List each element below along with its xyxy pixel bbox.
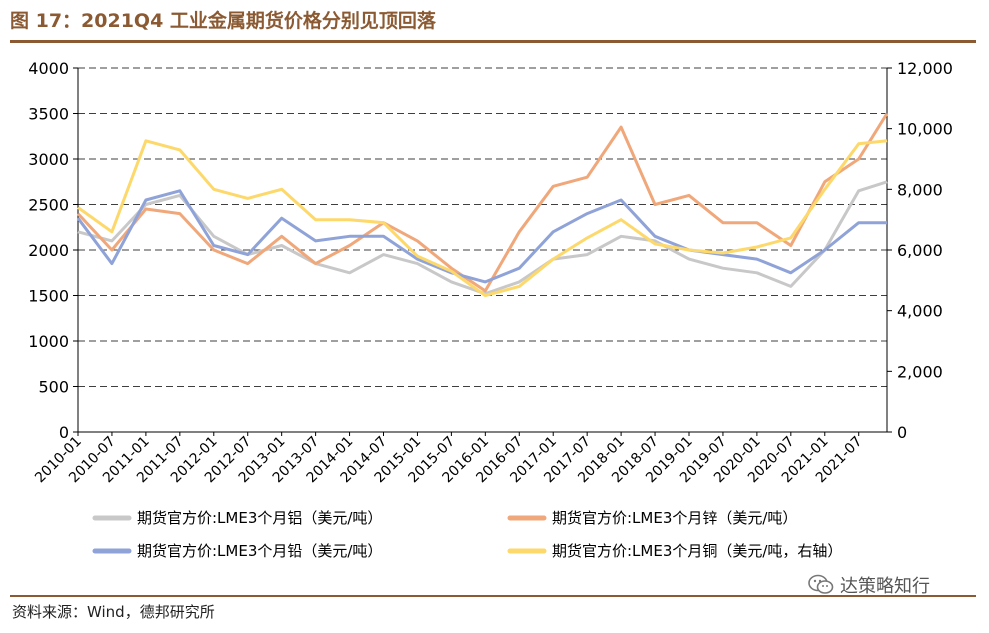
right-tick-label: 0 — [897, 423, 907, 442]
right-tick-label: 4,000 — [897, 302, 943, 321]
wechat-icon — [808, 574, 834, 596]
left-tick-label: 500 — [38, 378, 69, 397]
left-tick-label: 1500 — [28, 287, 69, 306]
legend-label: 期货官方价:LME3个月铅（美元/吨） — [137, 542, 382, 560]
line-chart: 2010-012010-072011-012011-072012-012012-… — [0, 0, 989, 600]
right-tick-labels: 0 2,000 4,000 6,000 8,000 10,000 12,000 — [897, 59, 953, 442]
watermark-text: 达策略知行 — [840, 576, 930, 597]
left-tick-label: 3000 — [28, 150, 69, 169]
right-tick-label: 8,000 — [897, 180, 943, 199]
axes — [73, 68, 892, 436]
legend-label: 期货官方价:LME3个月锌（美元/吨） — [552, 509, 797, 527]
left-tick-label: 4000 — [28, 59, 69, 78]
right-tick-label: 6,000 — [897, 241, 943, 260]
left-tick-label: 1000 — [28, 332, 69, 351]
left-tick-labels: 0 500 1000 1500 2000 2500 3000 3500 4000 — [28, 59, 69, 442]
series-line — [78, 114, 887, 291]
left-tick-label: 2500 — [28, 196, 69, 215]
right-tick-label: 12,000 — [897, 59, 953, 78]
watermark: 达策略知行 — [808, 572, 930, 598]
left-tick-label: 3500 — [28, 105, 69, 124]
legend: 期货官方价:LME3个月铝（美元/吨） 期货官方价:LME3个月锌（美元/吨） 期货… — [95, 509, 842, 560]
legend-label: 期货官方价:LME3个月铜（美元/吨，右轴） — [552, 542, 842, 560]
x-tick-labels: 2010-012010-072011-012011-072012-012012-… — [32, 434, 865, 487]
right-tick-label: 10,000 — [897, 120, 953, 139]
source-note: 资料来源：Wind，德邦研究所 — [12, 601, 215, 622]
left-tick-label: 0 — [59, 423, 69, 442]
right-tick-label: 2,000 — [897, 362, 943, 381]
legend-label: 期货官方价:LME3个月铝（美元/吨） — [137, 509, 382, 527]
series-line — [78, 182, 887, 294]
left-tick-label: 2000 — [28, 241, 69, 260]
